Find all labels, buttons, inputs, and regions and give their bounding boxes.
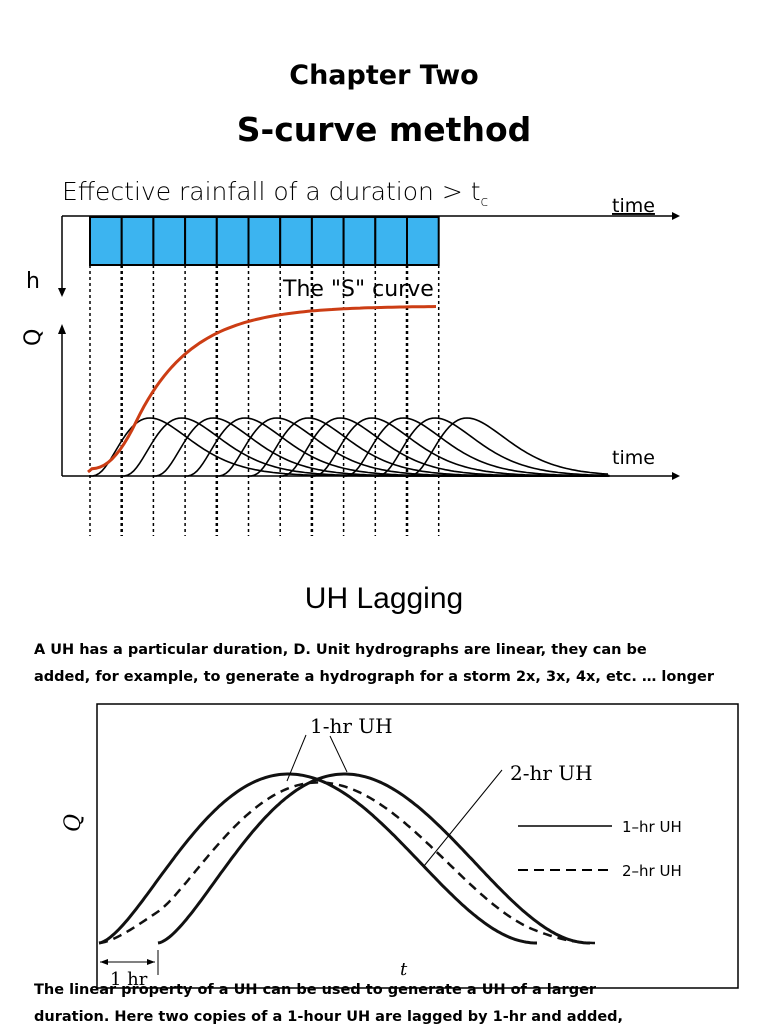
conclusion-line-2: duration. Here two copies of a 1-hour UH… [34, 1009, 624, 1025]
uh1-callout-line-1 [286, 734, 307, 782]
top-time-label: time [612, 195, 655, 217]
rain-block [406, 216, 440, 266]
intro-line-2: added, for example, to generate a hydrog… [34, 669, 715, 685]
chapter-title: Chapter Two [289, 60, 479, 91]
rain-block [184, 216, 218, 266]
rain-block [247, 216, 282, 266]
bottom-time-label: time [612, 447, 655, 469]
conclusion-line-1: The linear property of a UH can be used … [34, 982, 597, 998]
legend-solid-label: 1–hr UH [622, 818, 682, 836]
intro-paragraph: A UH has a particular duration, D. Unit … [34, 637, 764, 691]
figure2-frame [96, 703, 739, 989]
rain-block [374, 216, 408, 266]
lag-label: 1 hr [110, 969, 148, 990]
legend-dashed-label: 2–hr UH [622, 862, 682, 880]
rain-block [342, 216, 377, 266]
rain-block [215, 216, 250, 266]
rainfall-label: Effective rainfall of a duration > tc [62, 177, 488, 210]
x-axis-label: t [400, 959, 408, 980]
q-axis-arrow [58, 324, 66, 334]
h-label: h [26, 269, 40, 294]
unit-hydrograph-curves [89, 417, 610, 477]
uh1-callout-label: 1-hr UH [310, 714, 393, 738]
method-title: S-curve method [236, 110, 532, 149]
y-axis-label: Q [61, 814, 86, 832]
lag-arrow-left [100, 959, 108, 965]
bottom-time-arrow [672, 472, 680, 480]
uh1-callout-line-2 [329, 735, 348, 773]
rain-block [279, 216, 313, 266]
h-axis-arrow [58, 288, 66, 297]
lag-arrow-right [147, 959, 155, 965]
top-time-arrow [672, 212, 680, 220]
conclusion-paragraph: The linear property of a UH can be used … [34, 977, 764, 1031]
uh-2hr-curve [98, 781, 595, 945]
uh2-callout-label: 2-hr UH [510, 761, 593, 785]
uh-1hr-curve-b [157, 772, 590, 945]
unit-hydrograph [375, 417, 610, 477]
unit-hydrograph [406, 417, 609, 477]
rain-blocks [89, 216, 440, 266]
section-title: UH Lagging [304, 582, 464, 615]
unit-hydrograph [343, 417, 608, 477]
q-label: Q [21, 329, 46, 346]
intro-line-1: A UH has a particular duration, D. Unit … [34, 642, 647, 658]
s-curve-label: The "S" curve [282, 277, 434, 302]
uh2-callout-line [423, 769, 503, 867]
s-curve [87, 305, 437, 474]
